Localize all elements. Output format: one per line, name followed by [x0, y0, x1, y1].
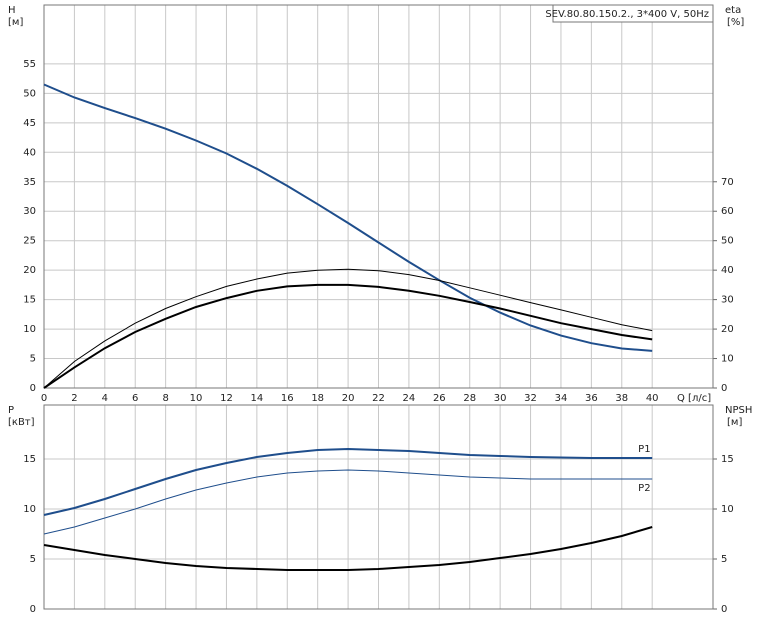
chart-title: SEV.80.80.150.2., 3*400 V, 50Hz [545, 9, 709, 20]
x-tick-label: 34 [555, 393, 568, 404]
x-tick-label: 12 [220, 393, 233, 404]
y-tick-label: 30 [23, 206, 36, 217]
x-tick-label: 6 [132, 393, 138, 404]
y2-tick-label: 5 [721, 554, 727, 565]
y2-tick-label: 0 [721, 604, 727, 615]
y2-tick-label: 10 [721, 354, 734, 365]
x-tick-label: 10 [190, 393, 203, 404]
x-axis-label: Q [л/с] [677, 393, 711, 404]
y-tick-label: 10 [23, 324, 36, 335]
y-tick-label: 25 [23, 236, 36, 247]
plot-border [43, 4, 714, 389]
y-axis-unit: [м] [8, 17, 23, 28]
y2-tick-label: 40 [721, 265, 734, 276]
y2-axis-label: NPSH [725, 405, 752, 416]
y-tick-label: 35 [23, 177, 36, 188]
y-axis-unit: [кВт] [8, 417, 35, 428]
y2-tick-label: 60 [721, 206, 734, 217]
y-tick-label: 40 [23, 147, 36, 158]
y2-axis-unit: [м] [727, 417, 742, 428]
series-label: P1 [638, 444, 650, 455]
x-tick-label: 18 [311, 393, 324, 404]
series-line [43, 268, 653, 389]
y-tick-label: 45 [23, 118, 36, 129]
x-tick-label: 8 [162, 393, 168, 404]
x-tick-label: 36 [585, 393, 598, 404]
y-axis-label: P [8, 405, 14, 416]
x-tick-label: 4 [102, 393, 108, 404]
x-tick-label: 32 [524, 393, 537, 404]
y-tick-label: 0 [30, 383, 36, 394]
x-tick-label: 20 [342, 393, 355, 404]
x-tick-label: 14 [250, 393, 263, 404]
y2-tick-label: 70 [721, 177, 734, 188]
x-tick-label: 28 [463, 393, 476, 404]
y2-tick-label: 0 [721, 383, 727, 394]
x-tick-label: 16 [281, 393, 294, 404]
y2-tick-label: 15 [721, 454, 734, 465]
x-tick-label: 40 [646, 393, 659, 404]
x-tick-label: 38 [615, 393, 628, 404]
plot-border [43, 404, 714, 610]
x-tick-label: 24 [403, 393, 416, 404]
y-tick-label: 55 [23, 59, 36, 70]
y2-tick-label: 30 [721, 295, 734, 306]
y-tick-label: 5 [30, 554, 36, 565]
y-tick-label: 0 [30, 604, 36, 615]
x-tick-label: 0 [41, 393, 47, 404]
series-line [43, 469, 653, 535]
series-line [43, 83, 653, 352]
y2-tick-label: 10 [721, 504, 734, 515]
x-tick-label: 30 [494, 393, 507, 404]
series-line [43, 526, 653, 571]
y2-tick-label: 50 [721, 236, 734, 247]
y-tick-label: 5 [30, 354, 36, 365]
y-tick-label: 15 [23, 295, 36, 306]
x-tick-label: 26 [433, 393, 446, 404]
x-tick-label: 2 [71, 393, 77, 404]
y-tick-label: 50 [23, 88, 36, 99]
y2-tick-label: 20 [721, 324, 734, 335]
y2-axis-label: eta [725, 5, 741, 16]
series-line [43, 283, 653, 389]
series-label: P2 [638, 483, 650, 494]
x-tick-label: 22 [372, 393, 385, 404]
y-tick-label: 10 [23, 504, 36, 515]
series-line [43, 447, 653, 516]
y2-axis-unit: [%] [727, 17, 744, 28]
y-tick-label: 20 [23, 265, 36, 276]
y-tick-label: 15 [23, 454, 36, 465]
title-box [552, 4, 714, 23]
y-axis-label: H [8, 5, 16, 16]
